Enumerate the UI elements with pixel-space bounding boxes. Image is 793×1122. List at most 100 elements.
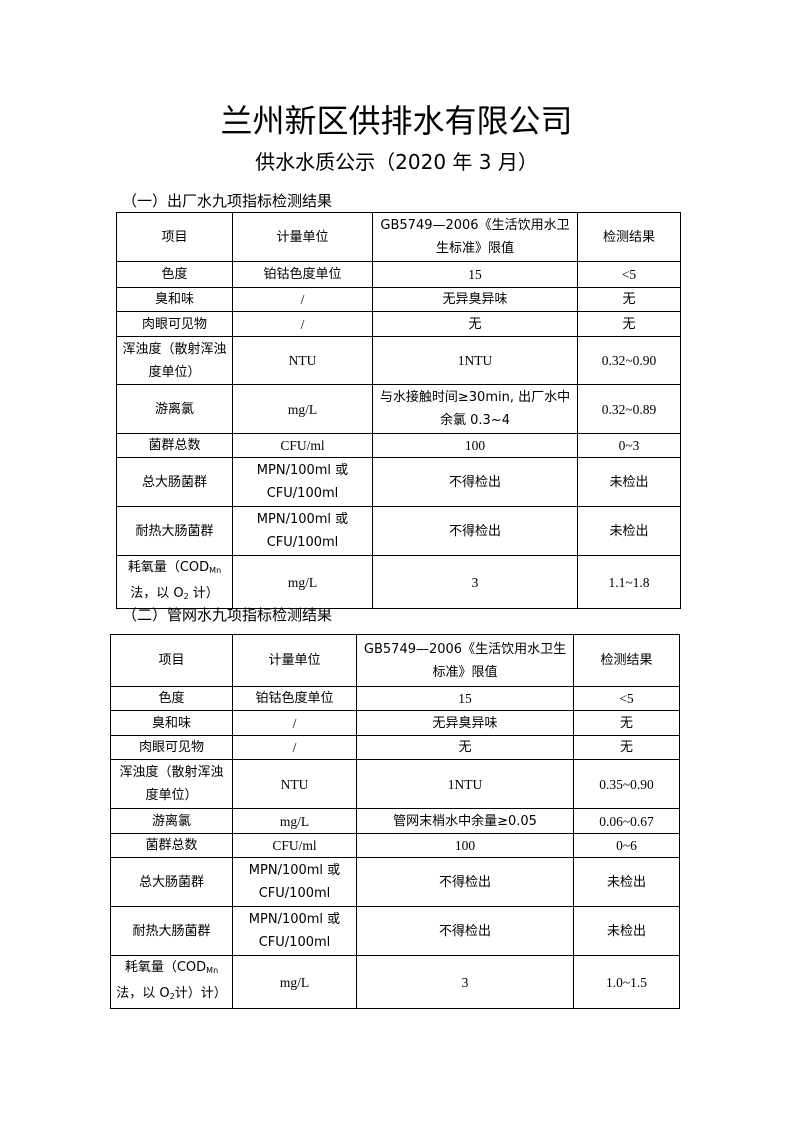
cell-result: 1.0~1.5 [573, 955, 680, 1009]
cell-limit: 管网末梢水中余量≥0.05 [356, 808, 574, 834]
table-row: 臭和味 / 无异臭异味无 [110, 710, 680, 736]
section-heading-2: （二）管网水九项指标检测结果 [122, 606, 333, 624]
cell-item: 耗氧量（CODMn 法，以 O2计）计） [110, 955, 233, 1009]
cell-limit: 100 [356, 833, 574, 858]
cell-result: 无 [577, 287, 681, 312]
cell-unit: mg/L [232, 384, 373, 434]
cell-limit: 无异臭异味 [356, 710, 574, 736]
cell-result: <5 [573, 686, 680, 711]
cell-item: 游离氯 [116, 384, 233, 434]
pipe-network-water-table: 项目 计量单位 GB5749—2006《生活饮用水卫生标准》限值 检测结果 色度 铂钴色度… [110, 634, 680, 1009]
table-header-row: 项目 计量单位 GB5749—2006《生活饮用水卫生标准》限值 检测结果 [110, 634, 680, 687]
cell-item: 臭和味 [116, 287, 233, 312]
cell-unit: MPN/100ml 或 CFU/100ml [232, 506, 373, 556]
cell-item: 色度 [116, 261, 233, 288]
item-text: 计）计） [174, 986, 227, 1001]
section-heading-1: （一）出厂水九项指标检测结果 [122, 192, 333, 210]
cell-unit: NTU [232, 336, 373, 385]
table-row: 色度 铂钴色度单位 15 <5 [110, 686, 680, 711]
table-row: 色度 铂钴色度单位 15 <5 [116, 261, 681, 288]
item-text: 法，以 O [116, 986, 170, 1001]
header-unit: 计量单位 [232, 212, 373, 262]
table-row: 菌群总数 CFU/ml 100 0~6 [110, 833, 680, 858]
header-result: 检测结果 [573, 634, 680, 687]
cell-result: 未检出 [577, 506, 681, 556]
table-row: 游离氯 mg/L 管网末梢水中余量≥0.05 0.06~0.67 [110, 808, 680, 834]
cell-result: 未检出 [573, 906, 680, 956]
cell-result: 0.35~0.90 [573, 759, 680, 809]
table-row: 浑浊度（散射浑浊度单位） NTU 1NTU 0.35~0.90 [110, 759, 680, 809]
page-subtitle: 供水水质公示（2020 年 3 月） [255, 150, 538, 174]
cell-unit: 铂钴色度单位 [232, 686, 357, 711]
header-limit: GB5749—2006《生活饮用水卫生标准》限值 [372, 212, 578, 262]
cell-limit: 无 [356, 735, 574, 760]
cell-limit: 3 [356, 955, 574, 1009]
cell-unit: mg/L [232, 555, 373, 609]
cell-limit: 不得检出 [372, 457, 578, 507]
table-header-row: 项目 计量单位 GB5749—2006《生活饮用水卫生标准》限值 检测结果 [116, 212, 681, 262]
cell-item: 总大肠菌群 [110, 857, 233, 907]
cell-unit: MPN/100ml 或 CFU/100ml [232, 857, 357, 907]
cell-unit: mg/L [232, 808, 357, 834]
cell-item: 浑浊度（散射浑浊度单位） [110, 759, 233, 809]
table-row: 肉眼可见物 / 无无 [116, 311, 681, 337]
page-title: 兰州新区供排水有限公司 [220, 102, 573, 140]
cell-limit: 与水接触时间≥30min, 出厂水中余氯 0.3~4 [372, 384, 578, 434]
cell-item: 色度 [110, 686, 233, 711]
table-row: 肉眼可见物 / 无无 [110, 735, 680, 760]
cell-limit: 15 [356, 686, 574, 711]
cell-limit: 15 [372, 261, 578, 288]
factory-water-table: 项目 计量单位 GB5749—2006《生活饮用水卫生标准》限值 检测结果 色度 铂钴色度… [116, 212, 681, 609]
cell-limit: 无 [372, 311, 578, 337]
subscript: 2 [183, 592, 189, 601]
cell-item: 浑浊度（散射浑浊度单位） [116, 336, 233, 385]
cell-item: 耐热大肠菌群 [110, 906, 233, 956]
cell-unit: / [232, 710, 357, 736]
cell-result: 未检出 [577, 457, 681, 507]
cell-result: 无 [577, 311, 681, 337]
table-row: 游离氯 mg/L 与水接触时间≥30min, 出厂水中余氯 0.3~4 0.32~0.… [116, 384, 681, 434]
header-unit: 计量单位 [232, 634, 357, 687]
cell-item: 耗氧量（CODMn 法，以 O2 计） [116, 555, 233, 609]
cell-limit: 1NTU [372, 336, 578, 385]
cell-limit: 不得检出 [372, 506, 578, 556]
cell-unit: CFU/ml [232, 433, 373, 458]
header-result: 检测结果 [577, 212, 681, 262]
cell-result: 无 [573, 735, 680, 760]
cell-result: 0.32~0.89 [577, 384, 681, 434]
subscript: Mn [206, 966, 219, 975]
cell-item: 肉眼可见物 [110, 735, 233, 760]
header-item: 项目 [116, 212, 233, 262]
table-row: 耗氧量（CODMn 法，以 O2计）计） mg/L 3 1.0~1.5 [110, 955, 680, 1009]
cell-unit: NTU [232, 759, 357, 809]
cell-unit: / [232, 287, 373, 312]
table-row: 臭和味 / 无异臭异味无 [116, 287, 681, 312]
cell-limit: 100 [372, 433, 578, 458]
cell-item: 耐热大肠菌群 [116, 506, 233, 556]
cell-limit: 不得检出 [356, 857, 574, 907]
cell-item: 菌群总数 [110, 833, 233, 858]
cell-result: 1.1~1.8 [577, 555, 681, 609]
header-item: 项目 [110, 634, 233, 687]
cell-result: 0.06~0.67 [573, 808, 680, 834]
cell-unit: MPN/100ml 或 CFU/100ml [232, 906, 357, 956]
table-row: 耗氧量（CODMn 法，以 O2 计） mg/L 3 1.1~1.8 [116, 555, 681, 609]
table-row: 耐热大肠菌群 MPN/100ml 或 CFU/100ml 不得检出 未检出 [110, 906, 680, 956]
cell-result: 0~3 [577, 433, 681, 458]
subscript: Mn [209, 566, 222, 575]
cell-result: 0.32~0.90 [577, 336, 681, 385]
cell-limit: 1NTU [356, 759, 574, 809]
table-row: 耐热大肠菌群 MPN/100ml 或 CFU/100ml 不得检出 未检出 [116, 506, 681, 556]
item-text: 计） [188, 586, 219, 601]
cell-unit: MPN/100ml 或 CFU/100ml [232, 457, 373, 507]
subscript: 2 [169, 992, 175, 1001]
cell-item: 游离氯 [110, 808, 233, 834]
cell-item: 肉眼可见物 [116, 311, 233, 337]
cell-unit: / [232, 311, 373, 337]
cell-limit: 3 [372, 555, 578, 609]
table-row: 菌群总数 CFU/ml 100 0~3 [116, 433, 681, 458]
item-text: 耗氧量（COD [127, 560, 210, 575]
cell-result: 未检出 [573, 857, 680, 907]
cell-unit: / [232, 735, 357, 760]
